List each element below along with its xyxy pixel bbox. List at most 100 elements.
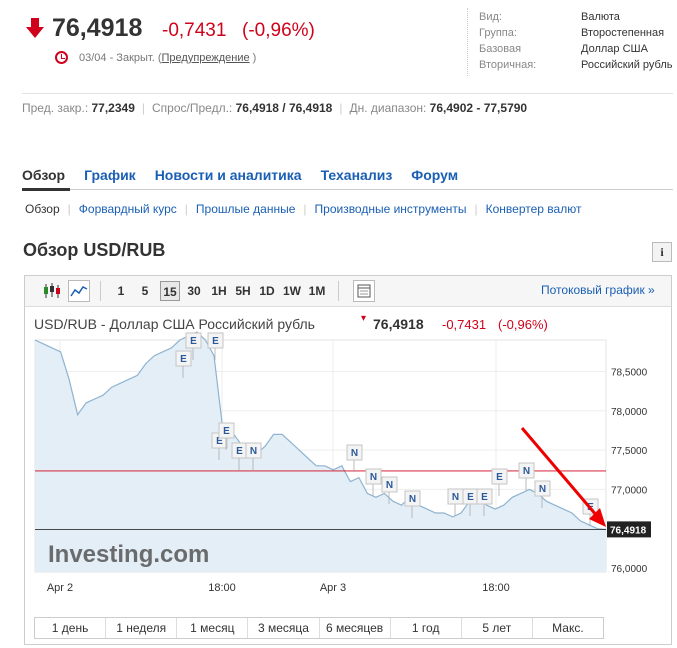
event-marker-label: N — [386, 480, 393, 491]
info-value-secondary: Российский рубль — [581, 59, 673, 71]
info-value-type: Валюта — [581, 11, 620, 23]
tab-chart[interactable]: График — [84, 167, 136, 183]
settings-panel-icon[interactable] — [353, 280, 375, 302]
last-price-label: 76,4918 — [610, 525, 647, 536]
info-label-type: Вид: — [479, 11, 502, 23]
event-marker-label: E — [180, 354, 187, 365]
event-marker-box — [207, 332, 224, 349]
interval-1m[interactable]: 1M — [308, 284, 326, 298]
quote-status: - Закрыт. ( — [106, 52, 162, 64]
x-tick-label: Apr 3 — [320, 582, 346, 594]
x-tick-label: 18:00 — [208, 582, 236, 594]
chart-change: -0,7431 — [442, 317, 487, 332]
event-marker-label: E — [467, 492, 474, 503]
y-tick-label: 78,0000 — [611, 407, 648, 418]
y-tick-label: 77,5000 — [611, 446, 648, 457]
day-range-label: Дн. диапазон: — [349, 101, 427, 115]
price-line — [34, 331, 607, 531]
toolbar-separator — [338, 281, 339, 301]
interval-5[interactable]: 5 — [141, 284, 149, 298]
period-3m[interactable]: 3 месяца — [248, 618, 320, 638]
chart-toolbar — [25, 276, 671, 307]
clock-icon — [55, 51, 68, 64]
prev-close-label: Пред. закр.: — [22, 101, 89, 115]
event-marker-box — [346, 444, 363, 461]
divider — [22, 93, 673, 94]
quote-change: -0,7431 — [162, 20, 227, 41]
period-6m[interactable]: 6 месяцев — [320, 618, 391, 638]
interval-30[interactable]: 30 — [187, 284, 201, 298]
chart-title: USD/RUB - Доллар США Российский рубль — [34, 316, 315, 332]
bid-ask-label: Спрос/Предл.: — [152, 101, 233, 115]
annotation-arrow — [520, 427, 599, 517]
tab-technical[interactable]: Теханализ — [320, 167, 393, 183]
subtab-forward[interactable]: Форвардный курс — [78, 202, 177, 216]
chart-price: 76,4918 — [373, 316, 424, 332]
event-marker-box — [491, 468, 508, 485]
event-marker-label: N — [250, 446, 257, 457]
event-marker-label: N — [452, 492, 459, 503]
last-price-box — [607, 521, 651, 538]
event-marker-box — [185, 332, 202, 349]
bid-ask-value: 76,4918 / 76,4918 — [235, 101, 333, 115]
interval-1d[interactable]: 1D — [259, 284, 275, 298]
main-tabs: Обзор График Новости и аналитика Теханал… — [22, 167, 477, 183]
period-max[interactable]: Макс. — [552, 621, 584, 635]
annotation-arrowhead — [589, 508, 606, 527]
interval-15[interactable]: 15 — [160, 281, 180, 301]
subtab-overview[interactable]: Обзор — [25, 202, 60, 216]
down-marker-icon: ▾ — [361, 313, 367, 324]
chart-change-pct: (-0,96%) — [498, 317, 548, 332]
event-marker-label: N — [409, 494, 416, 505]
info-icon[interactable]: i — [652, 242, 672, 262]
toolbar-separator — [100, 281, 101, 301]
sub-tabs: Обзор | Форвардный курс | Прошлые данные | … — [25, 202, 582, 216]
event-marker-box — [175, 350, 192, 367]
event-marker-label: N — [370, 472, 377, 483]
interval-1[interactable]: 1 — [117, 284, 125, 298]
candlestick-icon[interactable] — [40, 280, 62, 302]
info-label-base: Базовая — [479, 43, 522, 55]
x-tick-label: Apr 2 — [47, 582, 73, 594]
y-tick-label: 76,0000 — [611, 564, 648, 575]
period-5y[interactable]: 5 лет — [462, 618, 533, 638]
period-1w[interactable]: 1 неделя — [106, 618, 178, 638]
investing-watermark: Investing.com — [48, 541, 209, 568]
event-marker-box — [381, 476, 398, 493]
info-value-group: Второстепенная — [581, 27, 665, 39]
event-marker-box — [476, 488, 493, 505]
quote-change-pct: (-0,96%) — [242, 20, 315, 41]
period-selector: 1 день 1 неделя 1 месяц 3 месяца 6 месяц… — [34, 617, 604, 639]
period-1m[interactable]: 1 месяц — [177, 618, 249, 638]
period-1y[interactable]: 1 год — [391, 618, 462, 638]
day-range-value: 76,4902 - 77,5790 — [429, 101, 528, 115]
tab-forum[interactable]: Форум — [411, 167, 459, 183]
interval-5h[interactable]: 5H — [235, 284, 251, 298]
event-marker-box — [245, 442, 262, 459]
section-title: Обзор USD/RUB — [23, 240, 166, 260]
tab-news[interactable]: Новости и аналитика — [154, 167, 302, 183]
event-marker-label: E — [236, 446, 243, 457]
area-chart-icon[interactable] — [68, 280, 90, 302]
event-marker-label: E — [481, 492, 488, 503]
prev-close-value: 77,2349 — [91, 101, 135, 115]
event-marker-box — [365, 468, 382, 485]
x-tick-label: 18:00 — [482, 582, 510, 594]
event-marker-label: N — [539, 484, 546, 495]
quote-time: 03/04 - Закрыт. (Предупреждение ) — [79, 52, 256, 64]
streaming-chart-link[interactable]: Потоковый график » — [541, 283, 655, 297]
event-marker-label: E — [190, 336, 197, 347]
event-marker-box — [534, 480, 551, 497]
subtab-history[interactable]: Прошлые данные — [195, 202, 296, 216]
quote-price: 76,4918 — [52, 14, 143, 42]
period-1d[interactable]: 1 день — [35, 618, 107, 638]
interval-1h[interactable]: 1H — [211, 284, 227, 298]
down-arrow-icon — [26, 18, 44, 38]
warning-link[interactable]: Предупреждение — [161, 52, 250, 64]
event-marker-label: E — [496, 472, 503, 483]
subtab-derivatives[interactable]: Производные инструменты — [314, 202, 467, 216]
subtab-converter[interactable]: Конвертер валют — [485, 202, 582, 216]
interval-1w[interactable]: 1W — [283, 284, 301, 298]
event-marker-label: E — [212, 336, 219, 347]
tab-overview[interactable]: Обзор — [22, 167, 66, 183]
